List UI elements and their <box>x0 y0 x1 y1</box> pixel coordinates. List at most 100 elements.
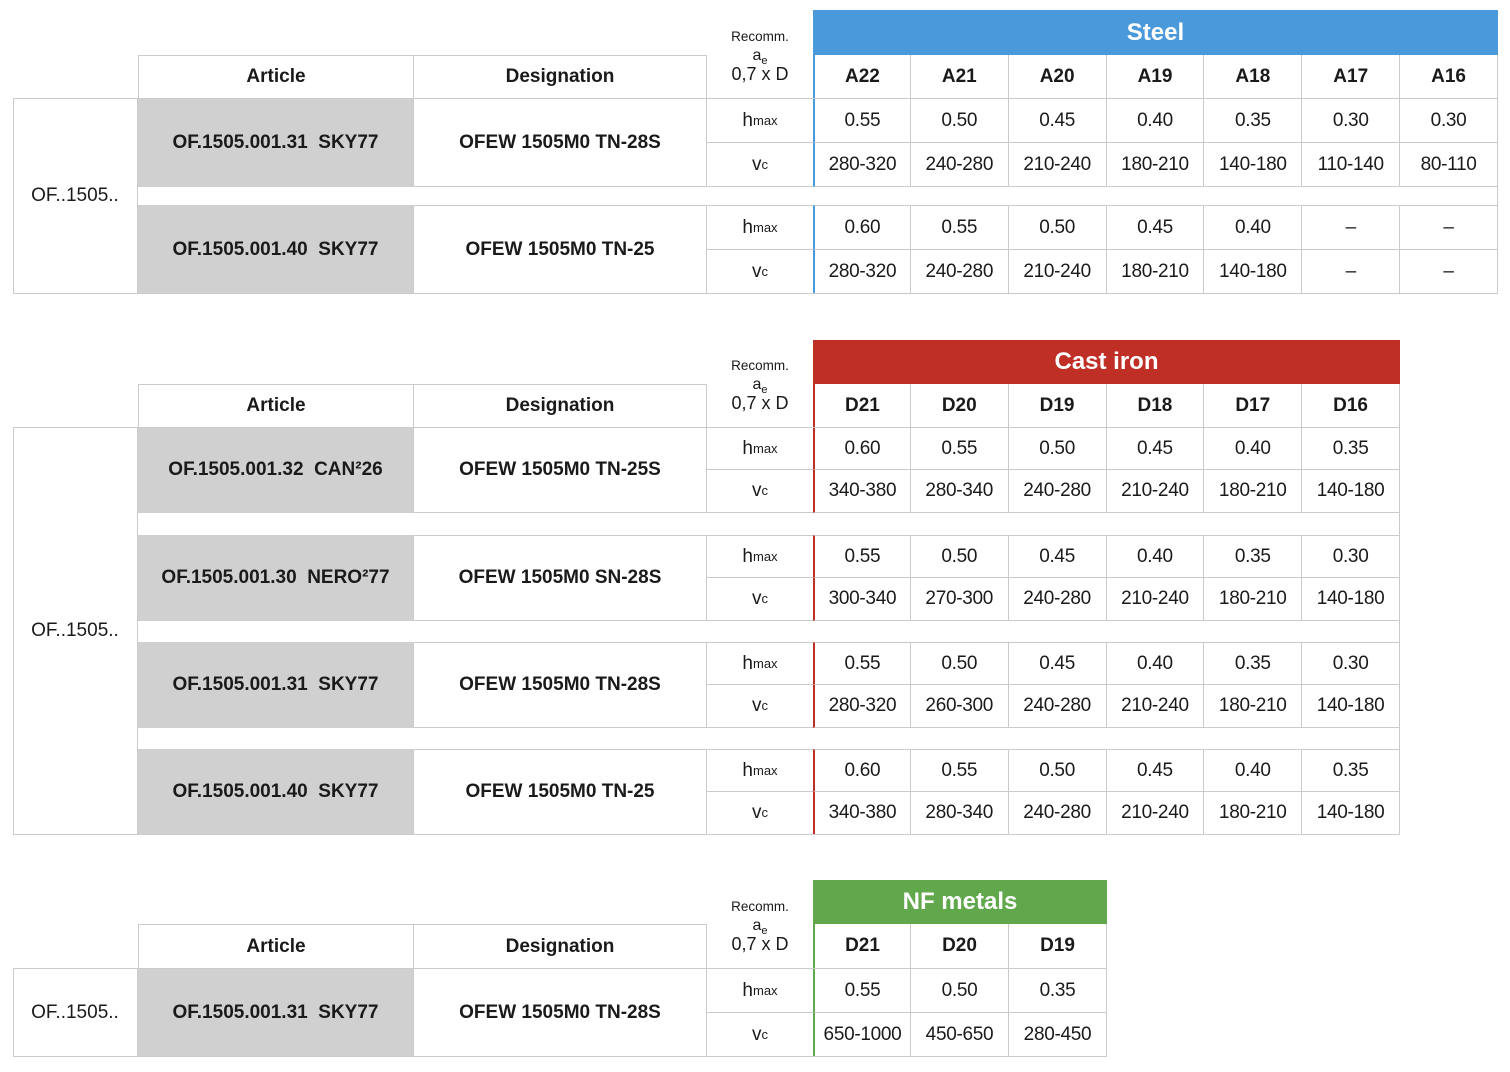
col-header: D16 <box>1302 384 1400 427</box>
vc-value-cell: 140-180 <box>1302 685 1400 728</box>
hmax-label: h max <box>707 535 813 578</box>
vc-value-cell: 210-240 <box>1106 470 1205 513</box>
vc-value-cell: 240-280 <box>910 143 1009 187</box>
recomm-line1: Recomm. <box>731 898 789 914</box>
hmax-value-cell: 0.50 <box>910 98 1009 143</box>
hmax-value-cell: 0.35 <box>1204 642 1303 685</box>
group-label: OF..1505.. <box>13 427 138 835</box>
vc-value-cell: 270-300 <box>910 578 1009 621</box>
vc-value-cell: 140-180 <box>1302 578 1400 621</box>
article-cell: OF.1505.001.31 SKY77 <box>138 968 413 1057</box>
hmax-value-cell: 0.35 <box>1009 968 1107 1013</box>
group-label: OF..1505.. <box>13 98 138 294</box>
recomm-header: Recomm. ae 0,7 x D <box>707 880 813 968</box>
table-title: NF metals <box>902 888 1018 915</box>
recomm-line2: ae <box>752 375 768 396</box>
vc-value-cell: 280-320 <box>813 685 911 728</box>
vc-value-cell: 110-140 <box>1302 143 1401 187</box>
article-column-header: Article <box>138 924 413 968</box>
col-header: D19 <box>1009 924 1107 968</box>
hmax-value-cell: 0.35 <box>1302 749 1400 792</box>
col-header: A17 <box>1302 55 1401 98</box>
vc-value-cell: – <box>1400 250 1498 294</box>
hmax-value-cell: 0.45 <box>1106 205 1205 250</box>
vc-value-cell: 180-210 <box>1106 143 1205 187</box>
designation-cell: OFEW 1505M0 TN-25 <box>413 205 707 294</box>
hmax-value-cell: 0.60 <box>813 427 911 470</box>
hmax-value-cell: 0.40 <box>1106 98 1205 143</box>
recomm-line1: Recomm. <box>731 28 789 44</box>
hmax-value-cell: 0.45 <box>1106 427 1205 470</box>
vc-value-cell: 280-340 <box>910 470 1009 513</box>
vc-value-cell: 180-210 <box>1204 578 1303 621</box>
vc-value-cell: 140-180 <box>1204 143 1303 187</box>
vc-value-cell: 450-650 <box>911 1013 1009 1057</box>
hmax-label: h max <box>707 205 813 250</box>
recomm-line1: Recomm. <box>731 357 789 373</box>
designation-cell: OFEW 1505M0 SN-28S <box>413 535 707 621</box>
hmax-value-cell: 0.35 <box>1302 427 1400 470</box>
recomm-line2: ae <box>752 916 768 937</box>
article-cell: OF.1505.001.32 CAN²26 <box>138 427 413 513</box>
hmax-value-cell: – <box>1400 205 1498 250</box>
hmax-value-cell: 0.50 <box>910 642 1009 685</box>
hmax-value-cell: 0.30 <box>1302 642 1400 685</box>
article-cell: OF.1505.001.40 SKY77 <box>138 749 413 835</box>
hmax-value-cell: 0.50 <box>1008 205 1107 250</box>
recomm-header: Recomm. ae 0,7 x D <box>707 10 813 98</box>
hmax-value-cell: 0.55 <box>813 968 911 1013</box>
cast-iron-table: Cast iron Article Designation Recomm. ae… <box>13 340 1400 835</box>
vc-value-cell: 300-340 <box>813 578 911 621</box>
hmax-value-cell: 0.50 <box>1008 749 1107 792</box>
vc-value-cell: – <box>1302 250 1401 294</box>
vc-value-cell: 210-240 <box>1008 143 1107 187</box>
recomm-line3: 0,7 x D <box>731 934 789 955</box>
hmax-value-cell: 0.50 <box>1008 427 1107 470</box>
hmax-value-cell: 0.40 <box>1204 749 1303 792</box>
designation-column-header: Designation <box>413 384 707 427</box>
vc-value-cell: 140-180 <box>1302 470 1400 513</box>
hmax-value-cell: 0.60 <box>813 205 911 250</box>
vc-value-cell: 210-240 <box>1106 578 1205 621</box>
vc-value-cell: 240-280 <box>1008 685 1107 728</box>
designation-cell: OFEW 1505M0 TN-25 <box>413 749 707 835</box>
vc-value-cell: 340-380 <box>813 792 911 835</box>
vc-value-cell: 280-340 <box>910 792 1009 835</box>
hmax-value-cell: 0.55 <box>813 642 911 685</box>
hmax-value-cell: 0.55 <box>910 205 1009 250</box>
vc-value-cell: 240-280 <box>1008 578 1107 621</box>
vc-value-cell: 180-210 <box>1204 792 1303 835</box>
vc-value-cell: 260-300 <box>910 685 1009 728</box>
hmax-value-cell: 0.55 <box>813 98 911 143</box>
hmax-label: h max <box>707 642 813 685</box>
col-header: D17 <box>1204 384 1303 427</box>
hmax-value-cell: 0.45 <box>1008 535 1107 578</box>
vc-value-cell: 140-180 <box>1302 792 1400 835</box>
hmax-label: h max <box>707 427 813 470</box>
hmax-value-cell: 0.35 <box>1204 535 1303 578</box>
recomm-line3: 0,7 x D <box>731 393 789 414</box>
hmax-value-cell: – <box>1302 205 1401 250</box>
col-header: D18 <box>1107 384 1205 427</box>
hmax-value-cell: 0.55 <box>813 535 911 578</box>
recomm-line3: 0,7 x D <box>731 64 789 85</box>
steel-table: Steel Article Designation Recomm. ae 0,7… <box>13 10 1498 294</box>
vc-value-cell: 280-320 <box>813 143 911 187</box>
article-cell: OF.1505.001.31 SKY77 <box>138 642 413 728</box>
hmax-value-cell: 0.55 <box>910 427 1009 470</box>
vc-value-cell: 340-380 <box>813 470 911 513</box>
designation-cell: OFEW 1505M0 TN-28S <box>413 968 707 1057</box>
article-cell: OF.1505.001.31 SKY77 <box>138 98 413 187</box>
article-cell: OF.1505.001.40 SKY77 <box>138 205 413 294</box>
article-cell: OF.1505.001.30 NERO²77 <box>138 535 413 621</box>
vc-value-cell: 180-210 <box>1204 470 1303 513</box>
vc-value-cell: 210-240 <box>1106 685 1205 728</box>
col-header: D21 <box>813 924 911 968</box>
designation-column-header: Designation <box>413 55 707 98</box>
article-column-header: Article <box>138 384 413 427</box>
col-header: A21 <box>911 55 1009 98</box>
vc-value-cell: 140-180 <box>1204 250 1303 294</box>
